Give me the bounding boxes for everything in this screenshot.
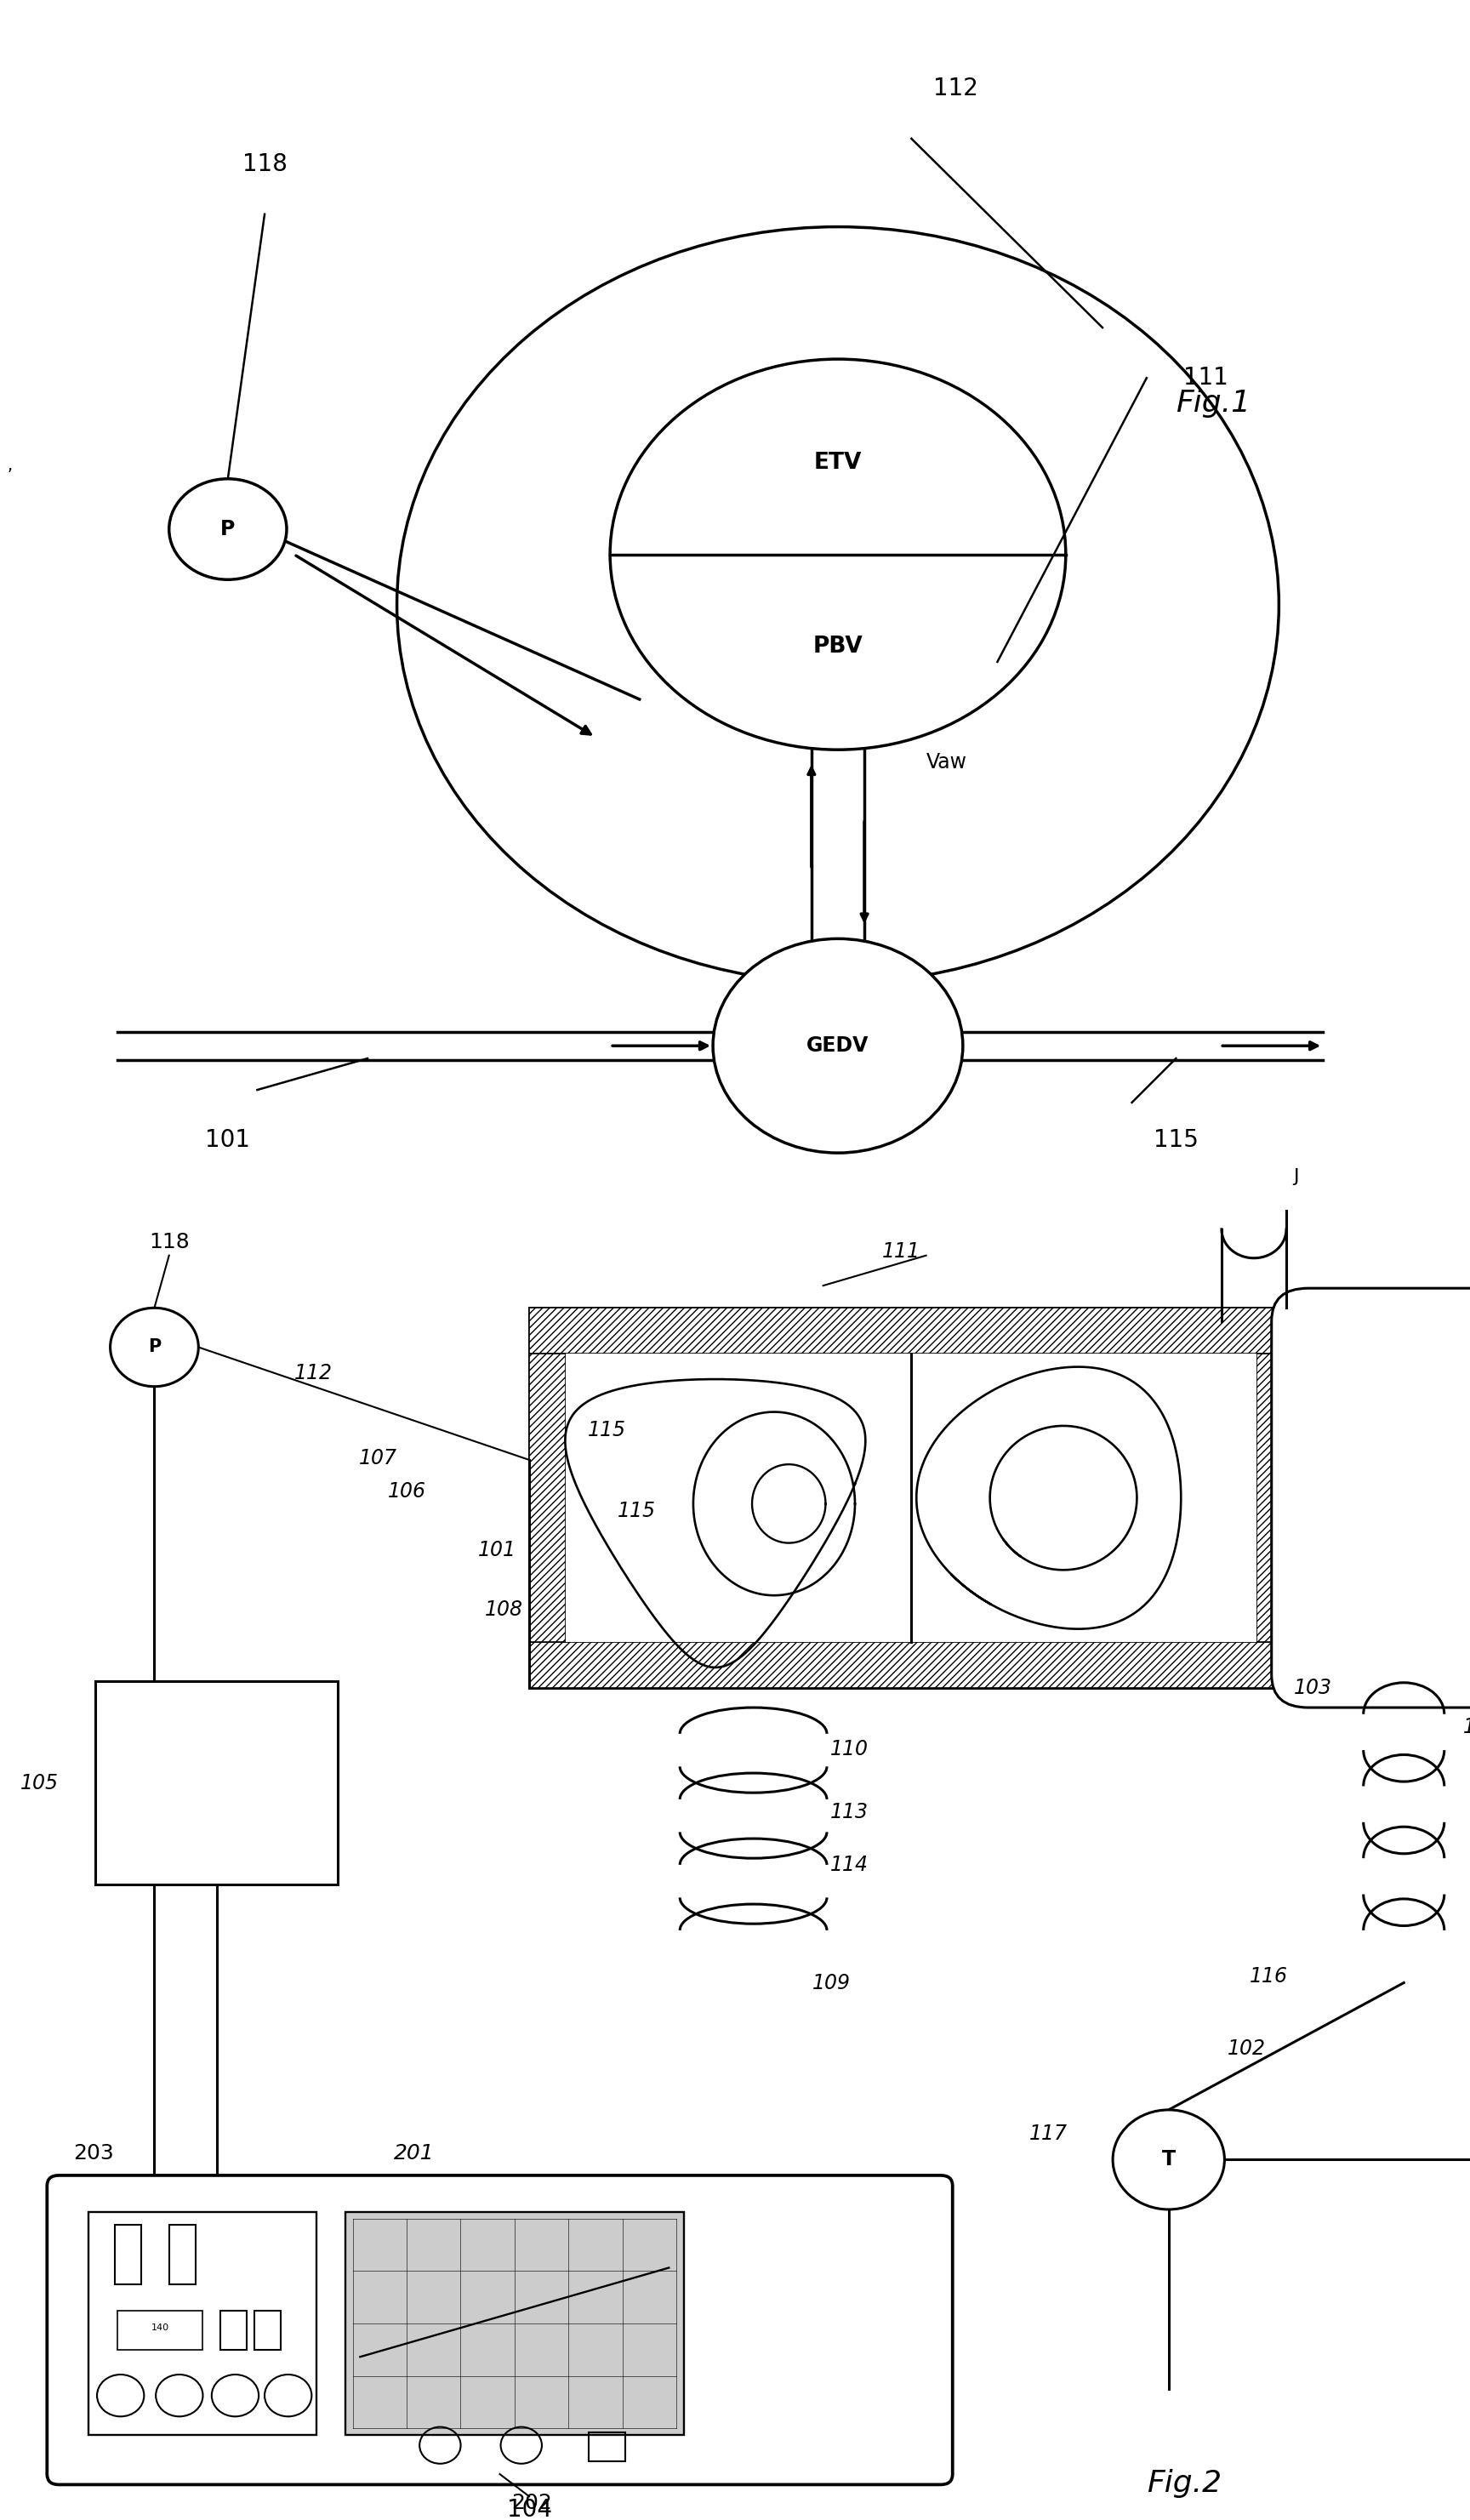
Bar <box>566 1353 1257 1643</box>
FancyBboxPatch shape <box>1272 1288 1470 1709</box>
Bar <box>529 1308 1294 1688</box>
Text: 114: 114 <box>831 1855 869 1875</box>
Text: 118: 118 <box>148 1232 190 1252</box>
Text: 115: 115 <box>1154 1129 1198 1152</box>
Circle shape <box>713 937 963 1154</box>
Text: 202: 202 <box>512 2492 551 2512</box>
Text: 201: 201 <box>394 2142 435 2162</box>
Text: 115: 115 <box>617 1502 656 1522</box>
Text: 105: 105 <box>21 1772 59 1794</box>
Text: 117: 117 <box>1029 2124 1067 2145</box>
Text: 112: 112 <box>294 1363 332 1383</box>
Text: GEDV: GEDV <box>807 1036 869 1056</box>
Text: 111: 111 <box>1183 365 1227 391</box>
Bar <box>1257 1353 1294 1643</box>
Text: 102: 102 <box>1227 2039 1266 2059</box>
Text: 116: 116 <box>1463 1716 1470 1736</box>
Text: 110: 110 <box>831 1739 869 1759</box>
FancyBboxPatch shape <box>47 2175 953 2485</box>
Bar <box>529 1643 1294 1688</box>
Bar <box>115 2225 141 2283</box>
Text: Fig.1: Fig.1 <box>1176 388 1251 418</box>
Text: 108: 108 <box>485 1600 523 1620</box>
Bar <box>589 2432 626 2462</box>
Circle shape <box>1113 2109 1225 2210</box>
Circle shape <box>610 358 1066 748</box>
Text: 106: 106 <box>388 1482 426 1502</box>
Text: 104: 104 <box>507 2497 551 2520</box>
Bar <box>169 2225 196 2283</box>
Text: P: P <box>148 1338 160 1356</box>
Circle shape <box>169 479 287 580</box>
Text: ,: , <box>7 459 13 474</box>
Text: 103: 103 <box>1294 1678 1332 1698</box>
Bar <box>345 2213 684 2434</box>
Text: 118: 118 <box>243 151 287 176</box>
Text: 203: 203 <box>74 2142 115 2162</box>
Text: J: J <box>1294 1169 1299 1184</box>
Text: 111: 111 <box>882 1242 920 1263</box>
Bar <box>529 1353 566 1643</box>
Text: 140: 140 <box>151 2323 169 2331</box>
Text: Vaw: Vaw <box>926 751 967 774</box>
Text: ETV: ETV <box>814 451 861 474</box>
Text: 109: 109 <box>811 1973 851 1993</box>
Bar <box>220 2311 247 2349</box>
Text: PBV: PBV <box>813 635 863 658</box>
Text: 107: 107 <box>359 1449 397 1469</box>
Bar <box>254 2311 281 2349</box>
Text: 112: 112 <box>933 76 978 101</box>
Text: 113: 113 <box>831 1802 869 1822</box>
Text: 101: 101 <box>206 1129 250 1152</box>
Text: 115: 115 <box>588 1419 626 1439</box>
Bar <box>96 1681 338 1885</box>
Text: P: P <box>220 519 235 539</box>
Text: 101: 101 <box>478 1540 516 1560</box>
Bar <box>118 2311 203 2349</box>
Circle shape <box>110 1308 198 1386</box>
Text: T: T <box>1161 2150 1176 2170</box>
Bar <box>529 1308 1294 1353</box>
Bar <box>88 2213 316 2434</box>
Text: 116: 116 <box>1250 1966 1288 1986</box>
Text: Fig.2: Fig.2 <box>1147 2470 1222 2497</box>
